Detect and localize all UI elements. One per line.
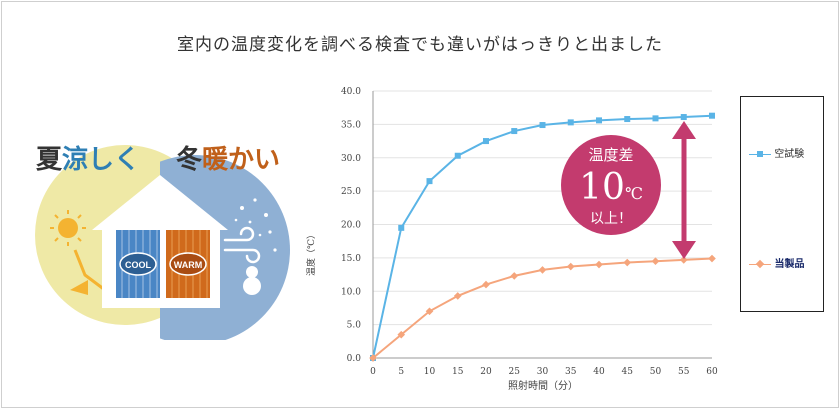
callout-line1: 温度差 <box>588 146 633 164</box>
data-point <box>453 292 462 300</box>
data-point <box>596 117 602 124</box>
y-tick-label: 25.0 <box>341 187 361 197</box>
data-point <box>482 280 490 289</box>
x-tick-label: 25 <box>509 367 521 377</box>
series-line-0 <box>372 114 713 359</box>
y-tick-label: 5.0 <box>347 321 362 331</box>
data-point <box>426 178 433 185</box>
x-tick-label: 20 <box>480 367 492 377</box>
x-tick-label: 35 <box>565 367 577 377</box>
y-tick-label: 0.0 <box>347 354 362 364</box>
y-tick-label: 10.0 <box>341 287 361 297</box>
data-point <box>425 307 434 316</box>
house-illustration: COOL WARM <box>35 145 290 340</box>
data-point <box>538 266 547 274</box>
wind-icon <box>223 226 261 264</box>
winter-caption: 冬暖かい <box>176 147 280 173</box>
data-point <box>483 138 489 145</box>
x-tick-label: 30 <box>537 367 549 377</box>
series-lines <box>369 112 716 362</box>
y-tick-label: 30.0 <box>341 154 361 164</box>
x-tick-label: 50 <box>650 367 662 377</box>
cool-badge <box>119 252 157 276</box>
snowman-icon <box>243 266 261 295</box>
x-tick-label: 5 <box>398 367 404 377</box>
summer-char: 夏 <box>36 145 63 175</box>
data-point <box>623 258 632 267</box>
headline: 室内の温度変化を調べる検査でも違いがはっきりと出ました <box>177 35 663 55</box>
y-axis: 0.0 5.0 10.0 15.0 20.0 25.0 30.0 35.0 40.0 <box>341 87 374 364</box>
x-axis: 0 5 10 15 20 25 30 35 40 45 50 55 60 <box>370 357 718 377</box>
data-point <box>567 119 574 126</box>
y-tick-label: 40.0 <box>341 87 361 97</box>
legend-label-product: 当製品 <box>774 259 805 270</box>
data-point <box>708 254 716 263</box>
summer-caption: 夏涼しく <box>36 147 140 173</box>
legend-marker-blank-test <box>749 150 771 157</box>
chart-legend: 空試験 当製品 <box>740 96 824 312</box>
data-point <box>680 114 687 121</box>
legend-marker-product <box>749 259 771 268</box>
data-point <box>566 262 575 271</box>
sun-icon <box>50 210 86 246</box>
x-tick-label: 0 <box>370 367 376 377</box>
warm-label: WARM <box>174 260 203 270</box>
callout-number: 10 <box>579 167 625 208</box>
gridlines <box>373 90 712 326</box>
x-tick-label: 45 <box>622 367 634 377</box>
callout-unit: ℃ <box>625 184 643 203</box>
sunlight-arrow-icon <box>70 249 106 295</box>
temperature-chart: 0.05.010.015.020.025.030.035.040.0 0 5 10 1… <box>305 87 718 392</box>
y-tick-label: 15.0 <box>341 254 361 264</box>
data-point <box>679 256 688 264</box>
callout-line3: 以上！ <box>590 211 632 227</box>
x-tick-label: 40 <box>593 367 605 377</box>
cool-label: COOL <box>125 260 152 270</box>
x-tick-label: 10 <box>424 367 436 377</box>
legend-item-product: 当製品 <box>749 255 804 270</box>
temperature-difference-callout: 温度差 10℃ 以上！ <box>561 135 661 235</box>
data-point <box>510 272 519 280</box>
data-point <box>709 112 715 119</box>
data-point <box>454 152 461 159</box>
summer-cool-text: 涼しく <box>62 145 141 175</box>
y-tick-label: 35.0 <box>341 120 361 130</box>
legend-label-blank-test: 空試験 <box>774 149 805 160</box>
x-tick-label: 15 <box>452 367 464 377</box>
house-icon: COOL WARM <box>92 175 228 308</box>
winter-char: 冬 <box>176 145 203 175</box>
callout-big: 10℃ <box>579 167 643 208</box>
data-point <box>651 257 660 266</box>
data-point <box>398 224 405 231</box>
warm-badge <box>169 252 207 276</box>
data-point <box>595 260 603 269</box>
data-point <box>624 116 631 123</box>
x-axis-label: 照射時間（分） <box>508 380 578 392</box>
difference-arrow-icon <box>672 121 696 259</box>
y-axis-label: 温度（℃） <box>305 230 317 276</box>
data-point <box>539 122 546 129</box>
x-tick-label: 60 <box>706 367 718 377</box>
y-tick-label: 20.0 <box>341 221 361 231</box>
snowflake-icon <box>234 198 277 252</box>
data-point <box>652 115 659 122</box>
x-tick-label: 55 <box>678 367 690 377</box>
legend-item-blank-test: 空試験 <box>749 145 804 160</box>
winter-warm-text: 暖かい <box>202 145 281 175</box>
data-point <box>511 128 518 135</box>
